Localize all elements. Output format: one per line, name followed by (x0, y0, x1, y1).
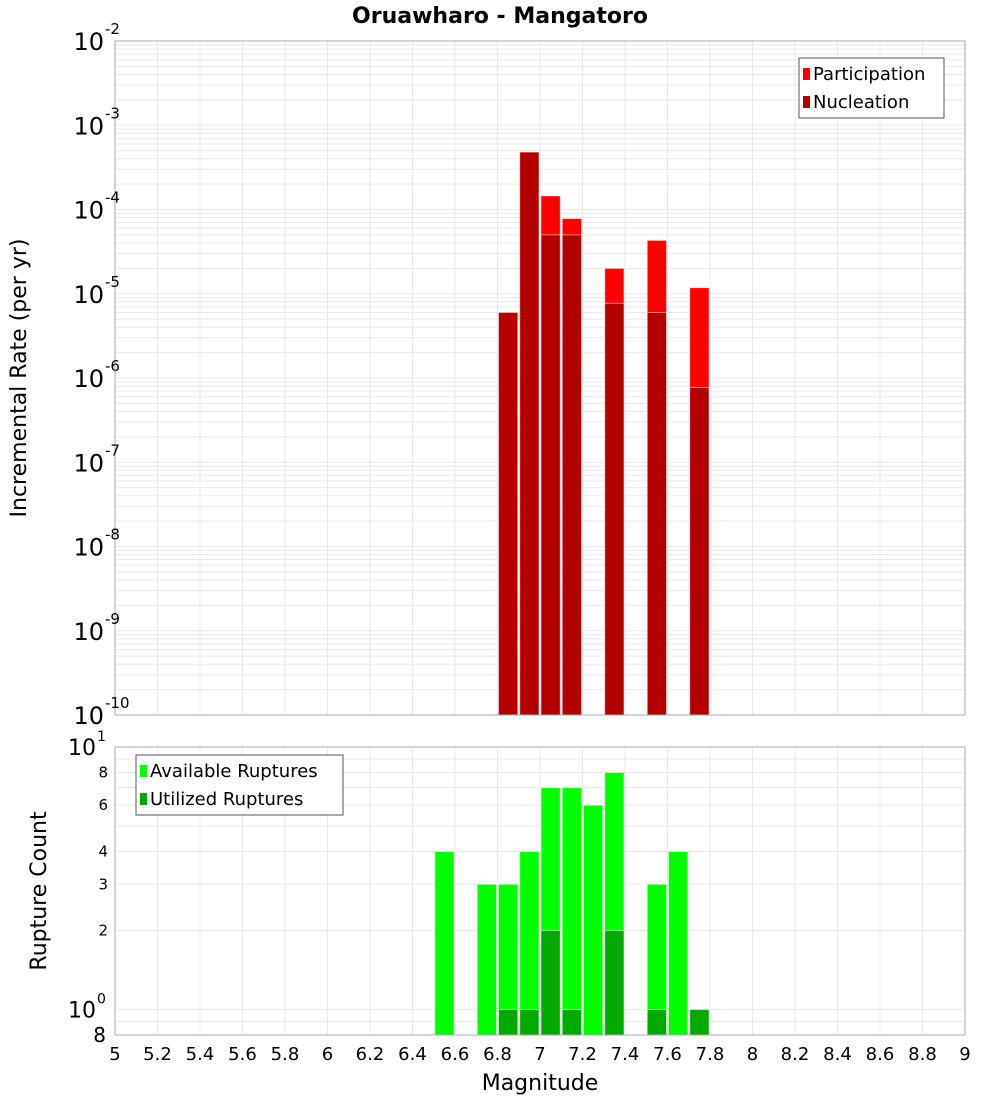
y-tick-label: 10 (73, 112, 104, 140)
x-tick-label: 5.4 (186, 1044, 215, 1065)
y-tick-exponent: -4 (105, 189, 120, 207)
y-tick-label: 8 (98, 763, 108, 781)
legend-swatch (803, 68, 810, 80)
legend-label: Participation (813, 64, 925, 85)
y-tick-exponent: -7 (105, 441, 120, 459)
y-tick-label: 10 (73, 702, 104, 730)
y-axis-label: Rupture Count (27, 811, 52, 971)
x-tick-label: 7.2 (568, 1044, 597, 1065)
x-tick-label: 8.6 (866, 1044, 895, 1065)
x-tick-label: 8.4 (823, 1044, 852, 1065)
chart-title: Oruawharo - Mangatoro (352, 4, 648, 29)
x-tick-label: 7.4 (611, 1044, 640, 1065)
x-tick-label: 7.8 (696, 1044, 725, 1065)
x-tick-label: 8 (747, 1044, 758, 1065)
x-tick-label: 5.6 (228, 1044, 257, 1065)
y-tick-label: 10 (73, 534, 104, 562)
y-tick-label: 10 (73, 281, 104, 309)
y-axis-label: Incremental Rate (per yr) (7, 239, 32, 518)
y-tick-exponent: -10 (105, 694, 130, 712)
bar-nucleation (498, 311, 519, 716)
x-tick-label: 5.8 (271, 1044, 300, 1065)
y-tick-label: 10 (68, 736, 96, 761)
x-tick-label: 7.6 (653, 1044, 682, 1065)
bar-nucleation (561, 234, 582, 716)
y-tick-exponent: 1 (97, 729, 106, 745)
y-tick-exponent: -8 (105, 526, 120, 544)
bar-available-ruptures (519, 850, 540, 1036)
x-axis-label: Magnitude (482, 1071, 599, 1096)
y-tick-label: 10 (73, 618, 104, 646)
legend: Participation Nucleation (798, 57, 945, 119)
bar-available-ruptures (668, 850, 689, 1036)
legend-label: Nucleation (813, 92, 909, 113)
x-tick-label: 6.8 (483, 1044, 512, 1065)
y-tick-exponent: -3 (105, 104, 120, 122)
bar-utilized-ruptures (646, 1009, 667, 1036)
bar-available-ruptures (561, 787, 582, 1036)
bar-utilized-ruptures (498, 1009, 519, 1036)
x-tick-label: 6.4 (398, 1044, 427, 1065)
plot-area-border (114, 40, 966, 716)
plot-area-border (114, 746, 966, 1036)
legend-label: Available Ruptures (150, 761, 318, 782)
y-tick-label: 3 (98, 875, 108, 893)
legend-box (135, 754, 344, 816)
bar-utilized-ruptures (561, 1009, 582, 1036)
bar-nucleation (540, 234, 561, 716)
y-tick-exponent: -5 (105, 273, 120, 291)
legend-swatch (803, 96, 810, 108)
bar-utilized-ruptures (540, 930, 561, 1036)
y-tick-label: 10 (73, 28, 104, 56)
y-tick-label: 2 (98, 922, 108, 940)
legend-box (798, 57, 945, 119)
y-tick-label: 4 (98, 842, 108, 860)
bar-utilized-ruptures (604, 930, 625, 1036)
y-tick-label: 10 (73, 449, 104, 477)
bar-available-ruptures (583, 804, 604, 1036)
y-tick-label: 6 (98, 796, 108, 814)
y-tick-label: 10 (73, 197, 104, 225)
legend: Available Ruptures Utilized Ruptures (135, 754, 344, 816)
y-tick-exponent: 0 (97, 992, 106, 1008)
y-tick-label: 10 (68, 999, 96, 1024)
bar-utilized-ruptures (689, 1009, 710, 1036)
x-tick-label: 5 (109, 1044, 120, 1065)
x-tick-label: 8.8 (908, 1044, 937, 1065)
y-tick-label: 8 (93, 1023, 106, 1047)
x-tick-label: 6.6 (441, 1044, 470, 1065)
y-tick-exponent: -9 (105, 610, 120, 628)
legend-swatch (140, 793, 147, 805)
bar-available-ruptures (476, 883, 497, 1036)
x-tick-label: 5.2 (143, 1044, 172, 1065)
y-tick-exponent: -2 (105, 20, 120, 38)
x-tick-label: 8.2 (781, 1044, 810, 1065)
bar-nucleation (646, 311, 667, 716)
x-tick-label: 9 (959, 1044, 970, 1065)
x-tick-label: 6.2 (356, 1044, 385, 1065)
bar-nucleation (689, 387, 710, 716)
bar-utilized-ruptures (519, 1009, 540, 1036)
x-tick-label: 7 (534, 1044, 545, 1065)
y-tick-exponent: -6 (105, 357, 120, 375)
bar-nucleation (519, 151, 540, 716)
bar-available-ruptures (434, 850, 455, 1036)
bar-nucleation (604, 302, 625, 716)
y-tick-label: 10 (73, 365, 104, 393)
legend-label: Utilized Ruptures (150, 789, 303, 810)
x-tick-label: 6 (322, 1044, 333, 1065)
legend-swatch (140, 765, 147, 777)
